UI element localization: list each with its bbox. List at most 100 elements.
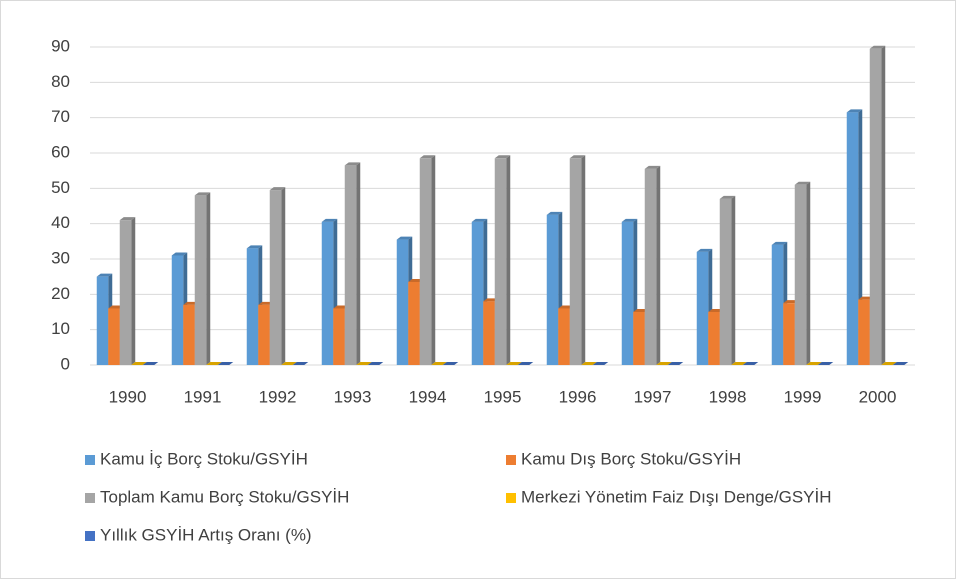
bar bbox=[408, 281, 420, 365]
x-tick-label: 1990 bbox=[109, 387, 147, 406]
bar-top bbox=[206, 362, 222, 365]
bar bbox=[858, 299, 870, 365]
bar-top bbox=[131, 362, 147, 365]
bar-top bbox=[431, 362, 447, 365]
y-tick-label: 30 bbox=[51, 248, 70, 267]
bar-top bbox=[217, 362, 234, 365]
bar-side bbox=[581, 155, 586, 365]
legend-swatch bbox=[506, 455, 516, 465]
bar bbox=[96, 276, 109, 365]
bar-top bbox=[621, 218, 638, 222]
bar bbox=[321, 221, 334, 365]
legend-label: Kamu Dış Borç Stoku/GSYİH bbox=[521, 449, 741, 468]
bar-top bbox=[644, 165, 661, 169]
bar-top bbox=[506, 362, 522, 365]
y-tick-label: 90 bbox=[51, 36, 70, 55]
bar bbox=[869, 48, 882, 366]
legend-swatch bbox=[85, 493, 95, 503]
bar-side bbox=[881, 45, 886, 366]
bar-top bbox=[142, 362, 159, 365]
bar-top bbox=[719, 195, 736, 199]
legend-label: Toplam Kamu Borç Stoku/GSYİH bbox=[100, 487, 349, 506]
bar bbox=[633, 312, 645, 365]
bar-side bbox=[131, 217, 136, 365]
bar-top bbox=[321, 218, 338, 222]
bar-top bbox=[269, 187, 286, 191]
y-tick-label: 70 bbox=[51, 107, 70, 126]
bar-top bbox=[96, 273, 113, 277]
bar-top bbox=[817, 362, 834, 365]
bar-top bbox=[281, 362, 297, 365]
x-tick-label: 1997 bbox=[634, 387, 672, 406]
bar bbox=[183, 304, 195, 365]
bar bbox=[794, 184, 807, 365]
y-tick-label: 50 bbox=[51, 178, 70, 197]
bar bbox=[696, 251, 709, 365]
y-tick-label: 80 bbox=[51, 72, 70, 91]
bar bbox=[483, 301, 495, 365]
bar-top bbox=[881, 362, 897, 365]
bar bbox=[171, 255, 184, 365]
bar-top bbox=[356, 362, 372, 365]
bar bbox=[558, 308, 570, 365]
bar-side bbox=[506, 155, 511, 365]
bar bbox=[471, 221, 484, 365]
bar-top bbox=[396, 236, 413, 240]
bar-side bbox=[656, 165, 661, 365]
bar-top bbox=[292, 362, 309, 365]
bar-top bbox=[846, 109, 863, 113]
bar-top bbox=[246, 245, 263, 249]
bar bbox=[344, 165, 357, 365]
bar-side bbox=[281, 187, 286, 365]
bar bbox=[396, 239, 409, 365]
bar bbox=[419, 158, 432, 365]
bar-top bbox=[569, 155, 586, 159]
bar-top bbox=[742, 362, 759, 365]
bar bbox=[494, 158, 507, 365]
bar-top bbox=[806, 362, 822, 365]
bar-side bbox=[806, 181, 811, 365]
bar bbox=[771, 244, 784, 365]
bar bbox=[783, 303, 795, 365]
bar-top bbox=[471, 218, 488, 222]
bar-top bbox=[344, 162, 361, 166]
bar-top bbox=[656, 362, 672, 365]
legend-swatch bbox=[85, 531, 95, 541]
bar-top bbox=[546, 211, 563, 215]
bar bbox=[194, 195, 207, 365]
bar bbox=[246, 248, 259, 365]
bar bbox=[546, 214, 559, 365]
x-tick-label: 1991 bbox=[184, 387, 222, 406]
legend-label: Merkezi Yönetim Faiz Dışı Denge/GSYİH bbox=[521, 487, 832, 506]
x-tick-label: 1996 bbox=[559, 387, 597, 406]
bar bbox=[708, 312, 720, 365]
bar bbox=[119, 220, 132, 365]
x-tick-label: 1999 bbox=[784, 387, 822, 406]
bar-top bbox=[442, 362, 459, 365]
bar-side bbox=[431, 155, 436, 365]
x-tick-label: 1998 bbox=[709, 387, 747, 406]
bar-top bbox=[517, 362, 534, 365]
bar-top bbox=[119, 217, 136, 221]
bar bbox=[719, 198, 732, 365]
bar-top bbox=[592, 362, 609, 365]
bar-top bbox=[419, 155, 436, 159]
bar-top bbox=[794, 181, 811, 185]
bar-top bbox=[171, 252, 188, 256]
bar bbox=[644, 168, 657, 365]
bar-top bbox=[194, 192, 211, 196]
bar-top bbox=[892, 362, 909, 365]
bar bbox=[269, 190, 282, 365]
y-tick-label: 60 bbox=[51, 142, 70, 161]
x-tick-label: 2000 bbox=[859, 387, 897, 406]
y-tick-label: 10 bbox=[51, 319, 70, 338]
legend-swatch bbox=[506, 493, 516, 503]
legend-label: Yıllık GSYİH Artış Oranı (%) bbox=[100, 525, 312, 544]
bar-top bbox=[494, 155, 511, 159]
bar bbox=[569, 158, 582, 365]
bar bbox=[846, 112, 859, 365]
x-tick-label: 1993 bbox=[334, 387, 372, 406]
bar-top bbox=[869, 45, 886, 49]
bar-side bbox=[356, 162, 361, 365]
